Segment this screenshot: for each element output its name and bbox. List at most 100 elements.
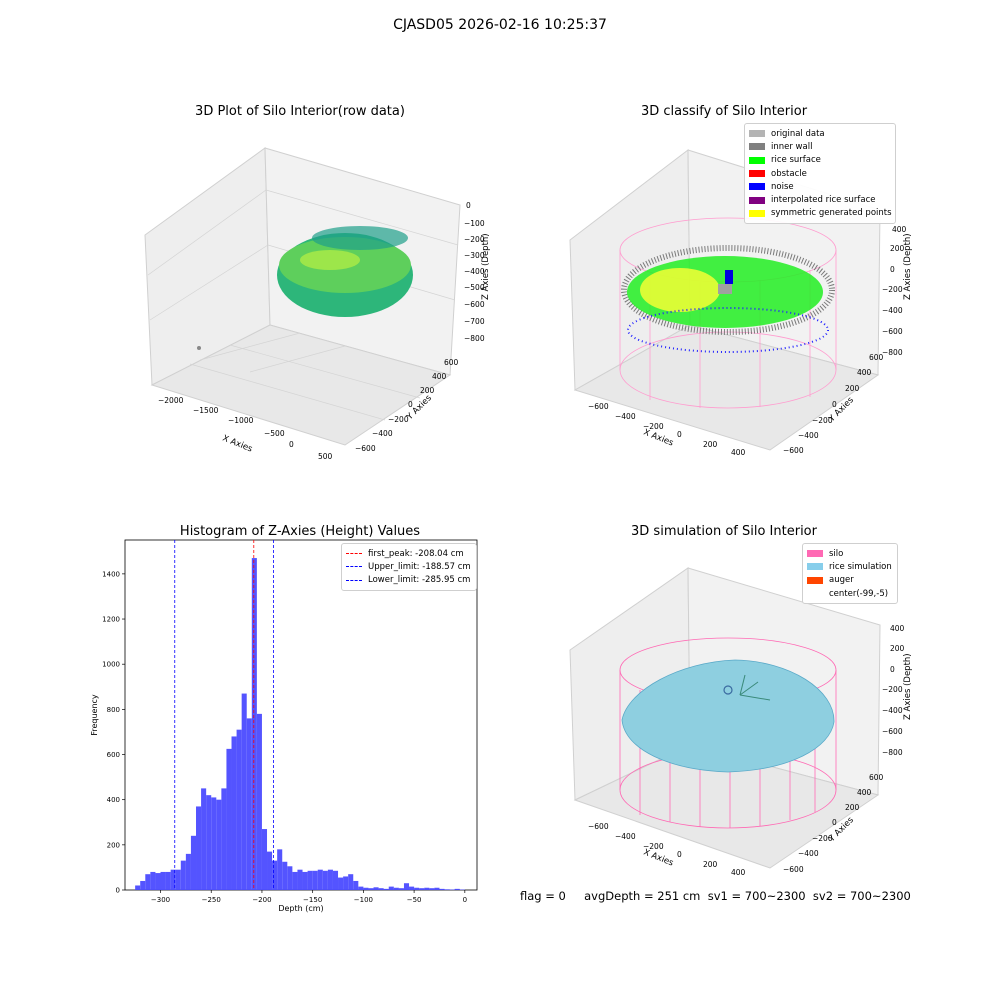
histogram-bar [434,887,440,890]
sim-y-tick: −200 [812,834,833,843]
classify-z-tick: −400 [882,306,903,315]
sim-y-tick: 600 [869,773,884,782]
classify-legend: original data inner wall rice surface ob… [744,123,896,225]
sim-x-tick: 200 [703,860,718,869]
histogram-y-tick-label: 1200 [102,616,120,624]
histogram-bar [267,851,273,890]
histogram-x-tick-label: −100 [354,896,373,904]
histogram-bar [160,871,166,890]
histogram-bar [332,870,339,890]
legend-item-first-peak: first_peak: -208.04 cm [346,547,472,560]
simulation-legend: silo rice simulation auger center(-99,-5… [802,543,898,605]
histogram-bar [211,797,217,890]
histogram-bar [343,876,349,890]
histogram-legend: first_peak: -208.04 cm Upper_limit: -188… [341,543,477,591]
raw-y-tick: 0 [408,400,413,409]
classify-z-axis-label: Z Axies (Depth) [903,233,913,300]
histogram-bar [261,829,268,890]
histogram-x-tick-label: −300 [151,896,170,904]
histogram-bar [444,889,450,890]
histogram-bars [135,558,465,890]
histogram-bar [454,888,460,890]
classify-y-tick: 0 [832,400,837,409]
raw-y-tick: −600 [355,444,376,453]
histogram-y-tick-label: 800 [107,706,120,714]
raw-plot-title: 3D Plot of Silo Interior(row data) [195,104,405,119]
histogram-bar [388,886,394,890]
classify-plot-title: 3D classify of Silo Interior [640,104,808,119]
legend-swatch [807,563,823,571]
classify-z-tick: 0 [890,265,895,274]
classify-y-tick: 200 [845,384,860,393]
raw-z-tick: −500 [464,283,485,292]
classify-x-tick: 400 [731,448,746,457]
legend-item-symmetric: symmetric generated points [749,207,892,220]
classify-z-tick: −800 [882,348,903,357]
histogram-bar [282,861,288,890]
histogram-x-axis-label: Depth (cm) [278,904,323,913]
sim-auger [739,674,771,701]
legend-item-inner-wall: inner wall [749,140,891,153]
histogram-bar [272,860,278,890]
legend-item-original-data: original data [749,127,891,140]
sim-z-tick: 400 [890,624,905,633]
legend-label: noise [771,181,794,192]
histogram-bar [190,835,197,890]
classify-y-tick: 400 [857,368,872,377]
histogram-bar [196,806,202,890]
legend-label: first_peak: -208.04 cm [368,548,464,559]
histogram-bar [363,887,369,890]
histogram-bar [317,869,323,890]
classify-floor-pane [573,324,880,451]
histogram-bar [312,870,318,890]
sim-x-tick: −600 [588,822,609,831]
histogram-bar [373,887,379,890]
histogram-bar [145,874,151,890]
histogram-bar [226,748,232,890]
sim-center-marker [723,685,733,695]
sim-z-axis-label: Z Axies (Depth) [903,653,913,720]
legend-label: original data [771,128,825,139]
raw-z-tick: −600 [464,300,485,309]
raw-y-tick: −200 [388,415,409,424]
histogram-x-tick-label: −250 [202,896,221,904]
raw-z-tick: 0 [466,201,471,210]
histogram-y-tick-label: 400 [107,796,120,804]
histogram-bar [429,888,435,890]
histogram-bar [216,799,222,890]
legend-swatch [807,590,823,597]
histogram-bar [256,713,262,890]
raw-z-tick: −100 [464,219,485,228]
histogram-bar [383,888,389,890]
legend-swatch [749,143,765,151]
histogram-y-axis-label: Frequency [90,694,99,736]
sim-rice-surface [621,659,835,773]
legend-item-silo: silo [807,547,893,560]
legend-label: rice surface [771,155,821,166]
status-footer: flag = 0 avgDepth = 251 cm sv1 = 700~230… [520,889,911,903]
histogram-bar [307,870,313,890]
classify-silo-wireframe [619,217,837,409]
sim-z-tick: −800 [882,748,903,757]
histogram-bar [353,880,359,890]
histogram-bar [246,718,252,890]
classify-y-tick: −400 [798,431,819,440]
classify-y-tick: −200 [812,416,833,425]
classify-y-tick: −600 [783,446,804,455]
raw-z-axis-label: Z Axies (Depth) [481,233,491,300]
classify-z-tick: −200 [882,285,903,294]
sim-y-tick: −600 [783,865,804,874]
sim-x-tick: 0 [677,850,682,859]
sim-x-tick: 400 [731,868,746,875]
raw-outlier-point [197,346,201,350]
histogram-bar [180,860,186,890]
simulation-3d-plot: −600 −400 −200 0 200 400 −600 −400 −200 … [569,567,913,875]
histogram-x-tick-label: 0 [463,896,467,904]
sim-z-tick: 0 [890,665,895,674]
sim-y-tick: 0 [832,818,837,827]
histogram-bar [231,736,237,890]
legend-swatch [807,576,823,584]
legend-label: center(-99,-5) [829,588,889,599]
raw-y-tick: 200 [420,386,435,395]
histogram-bar [221,788,227,890]
